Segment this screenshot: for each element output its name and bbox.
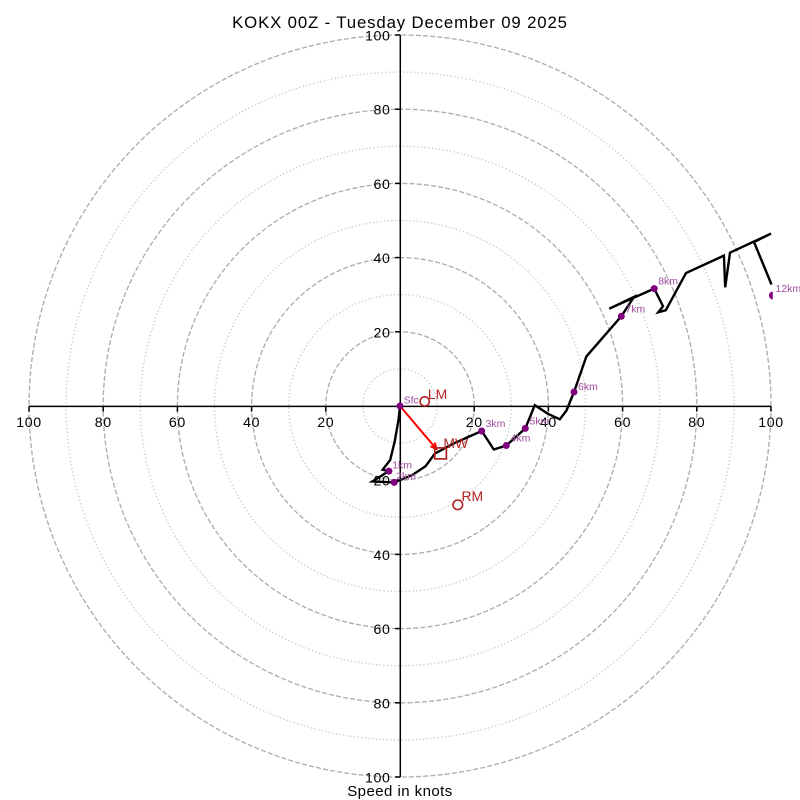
svg-text:MW: MW bbox=[443, 435, 469, 451]
svg-text:80: 80 bbox=[688, 415, 705, 431]
svg-text:3km: 3km bbox=[486, 418, 506, 430]
svg-text:100: 100 bbox=[365, 29, 390, 45]
svg-text:8km: 8km bbox=[658, 276, 678, 288]
svg-text:RM: RM bbox=[462, 488, 484, 504]
svg-text:80: 80 bbox=[374, 103, 391, 119]
svg-text:4km: 4km bbox=[511, 432, 531, 444]
svg-text:80: 80 bbox=[374, 696, 391, 712]
svg-text:40: 40 bbox=[374, 251, 391, 267]
svg-text:60: 60 bbox=[374, 177, 391, 193]
svg-text:80: 80 bbox=[95, 415, 112, 431]
svg-text:60: 60 bbox=[374, 622, 391, 638]
svg-text:Sfc: Sfc bbox=[404, 394, 419, 406]
svg-text:KOKX 00Z - Tuesday December 09: KOKX 00Z - Tuesday December 09 2025 bbox=[232, 13, 568, 32]
svg-text:60: 60 bbox=[614, 415, 631, 431]
svg-text:6km: 6km bbox=[578, 381, 598, 393]
svg-text:5km: 5km bbox=[530, 415, 550, 427]
svg-text:2km: 2km bbox=[396, 471, 416, 483]
svg-text:100: 100 bbox=[365, 771, 390, 787]
svg-text:20: 20 bbox=[466, 415, 483, 431]
svg-text:20: 20 bbox=[374, 325, 391, 341]
svg-text:100: 100 bbox=[16, 415, 41, 431]
svg-text:1km: 1km bbox=[392, 459, 412, 471]
svg-text:Speed in knots: Speed in knots bbox=[347, 783, 453, 800]
svg-text:60: 60 bbox=[169, 415, 186, 431]
svg-text:LM: LM bbox=[428, 386, 447, 402]
svg-text:40: 40 bbox=[540, 415, 557, 431]
svg-text:40: 40 bbox=[243, 415, 260, 431]
svg-text:40: 40 bbox=[374, 548, 391, 564]
svg-text:100: 100 bbox=[758, 415, 783, 431]
svg-text:12km: 12km bbox=[776, 283, 800, 295]
svg-text:20: 20 bbox=[317, 415, 334, 431]
svg-text:7km: 7km bbox=[625, 303, 645, 315]
